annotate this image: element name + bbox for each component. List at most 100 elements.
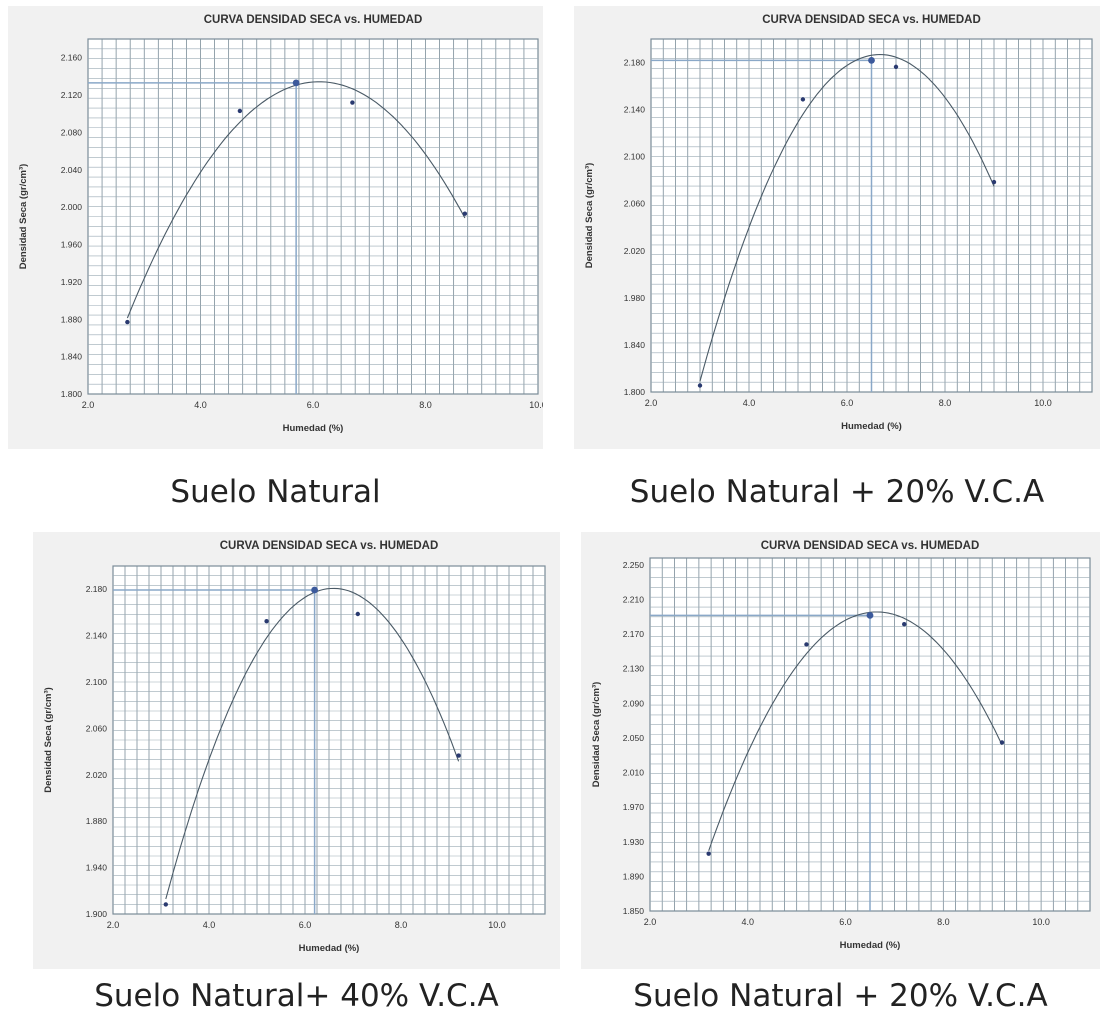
- x-tick-label: 6.0: [839, 917, 852, 927]
- y-tick-label: 1.940: [86, 863, 108, 873]
- fitted-curve: [165, 587, 460, 900]
- y-tick-label: 2.170: [623, 629, 645, 639]
- y-tick-label: 2.130: [623, 664, 645, 674]
- chart-title: CURVA DENSIDAD SECA vs. HUMEDAD: [204, 14, 423, 26]
- y-tick-label: 1.880: [61, 314, 83, 324]
- data-point: [237, 108, 243, 114]
- data-point: [999, 740, 1005, 745]
- y-axis-label: Densidad Seca (gr/cm³): [584, 163, 595, 269]
- data-point: [125, 319, 130, 325]
- chart-title: CURVA DENSIDAD SECA vs. HUMEDAD: [762, 14, 981, 26]
- x-tick-label: 8.0: [939, 398, 952, 408]
- y-tick-label: 2.120: [61, 90, 83, 100]
- data-point: [456, 753, 461, 758]
- fitted-curve: [699, 53, 995, 382]
- grid: [113, 566, 545, 914]
- y-tick-label: 2.210: [623, 595, 645, 605]
- data-point: [264, 619, 269, 624]
- y-tick-label: 2.050: [623, 733, 645, 743]
- data-point: [893, 64, 899, 70]
- chart-panel-3: CURVA DENSIDAD SECA vs. HUMEDAD 2.0 4.0 6.0…: [33, 532, 560, 969]
- x-tick-label: 10.0: [1032, 917, 1050, 927]
- y-tick-label: 1.930: [623, 837, 645, 847]
- y-tick-label: 1.800: [624, 387, 646, 397]
- y-tick-label: 2.140: [86, 631, 108, 641]
- y-tick-label: 1.880: [86, 816, 108, 826]
- y-axis-label: Densidad Seca (gr/cm³): [591, 682, 602, 788]
- data-point: [350, 100, 355, 105]
- data-point: [697, 383, 703, 388]
- data-point: [706, 851, 711, 856]
- y-tick-label: 2.040: [61, 165, 83, 175]
- y-tick-label: 1.840: [61, 352, 83, 362]
- y-tick-label: 2.140: [624, 105, 646, 115]
- optimum-point: [868, 56, 875, 64]
- optimum-point: [292, 79, 300, 87]
- chart-4: CURVA DENSIDAD SECA vs. HUMEDAD 2.0 4.0 6.0…: [591, 540, 1091, 951]
- y-tick-label: 2.080: [61, 127, 83, 137]
- x-tick-label: 4.0: [742, 917, 755, 927]
- optimum-point: [866, 611, 874, 619]
- y-tick-label: 2.000: [61, 202, 83, 212]
- y-tick-label: 1.980: [624, 293, 646, 303]
- y-tick-label: 1.840: [624, 340, 646, 350]
- data-point: [800, 97, 806, 102]
- x-tick-label: 10.0: [488, 920, 506, 930]
- y-tick-label: 2.100: [624, 152, 646, 162]
- chart-1: CURVA DENSIDAD SECA vs. HUMEDAD 2.0 4.0 6.0…: [18, 14, 543, 434]
- y-tick-label: 1.970: [623, 802, 645, 812]
- y-tick-label: 1.900: [86, 909, 108, 919]
- data-point: [991, 179, 997, 185]
- y-tick-label: 2.060: [86, 723, 108, 733]
- y-tick-label: 2.020: [624, 246, 646, 256]
- chart-2: CURVA DENSIDAD SECA vs. HUMEDAD 2.0 4.0 6.0…: [584, 14, 1093, 432]
- x-tick-label: 6.0: [307, 400, 320, 410]
- x-axis-label: Humedad (%): [841, 421, 902, 432]
- y-tick-label: 2.180: [624, 58, 646, 68]
- caption-suelo-natural-20-vca-bottom: Suelo Natural + 20% V.C.A: [633, 978, 1048, 1014]
- y-tick-label: 2.180: [86, 584, 108, 594]
- caption-suelo-natural: Suelo Natural: [170, 474, 381, 510]
- y-tick-label: 1.890: [623, 871, 645, 881]
- y-tick-label: 1.960: [61, 240, 83, 250]
- chart-panel-4: CURVA DENSIDAD SECA vs. HUMEDAD 2.0 4.0 6.0…: [581, 532, 1100, 969]
- x-tick-label: 10.0: [1034, 398, 1052, 408]
- chart-panel-2: CURVA DENSIDAD SECA vs. HUMEDAD 2.0 4.0 6.0…: [574, 6, 1100, 449]
- x-tick-label: 4.0: [203, 920, 216, 930]
- y-axis-label: Densidad Seca (gr/cm³): [18, 164, 29, 270]
- y-tick-label: 2.090: [623, 698, 645, 708]
- x-tick-label: 4.0: [743, 398, 756, 408]
- y-tick-label: 2.100: [86, 677, 108, 687]
- y-tick-label: 1.920: [61, 277, 83, 287]
- data-point: [462, 211, 468, 216]
- x-axis-label: Humedad (%): [283, 423, 344, 434]
- chart-panel-1: CURVA DENSIDAD SECA vs. HUMEDAD 2.0 4.0 6.0…: [8, 6, 543, 449]
- data-point: [902, 621, 907, 627]
- x-tick-label: 4.0: [194, 400, 207, 410]
- x-tick-label: 8.0: [395, 920, 408, 930]
- x-tick-label: 2.0: [107, 920, 120, 930]
- caption-suelo-natural-40-vca: Suelo Natural+ 40% V.C.A: [94, 978, 499, 1014]
- y-tick-label: 2.250: [623, 560, 645, 570]
- y-axis-label: Densidad Seca (gr/cm³): [43, 687, 54, 793]
- y-tick-label: 1.800: [61, 389, 83, 399]
- x-tick-label: 10.0: [529, 400, 543, 410]
- data-point: [355, 611, 360, 617]
- x-tick-label: 2.0: [645, 398, 658, 408]
- optimum-point: [311, 586, 318, 594]
- y-tick-label: 2.020: [86, 770, 108, 780]
- x-tick-label: 8.0: [937, 917, 950, 927]
- chart-3: CURVA DENSIDAD SECA vs. HUMEDAD 2.0 4.0 6.0…: [43, 540, 546, 954]
- chart-title: CURVA DENSIDAD SECA vs. HUMEDAD: [761, 540, 980, 552]
- x-tick-label: 8.0: [419, 400, 432, 410]
- y-tick-label: 2.010: [623, 768, 645, 778]
- x-tick-label: 6.0: [841, 398, 854, 408]
- fitted-curve: [708, 611, 1003, 851]
- x-axis-label: Humedad (%): [840, 940, 901, 951]
- y-tick-label: 2.060: [624, 199, 646, 209]
- x-tick-label: 2.0: [644, 917, 657, 927]
- grid: [88, 39, 538, 394]
- y-tick-label: 2.160: [61, 53, 83, 63]
- x-tick-label: 6.0: [299, 920, 312, 930]
- caption-suelo-natural-20-vca: Suelo Natural + 20% V.C.A: [629, 474, 1045, 510]
